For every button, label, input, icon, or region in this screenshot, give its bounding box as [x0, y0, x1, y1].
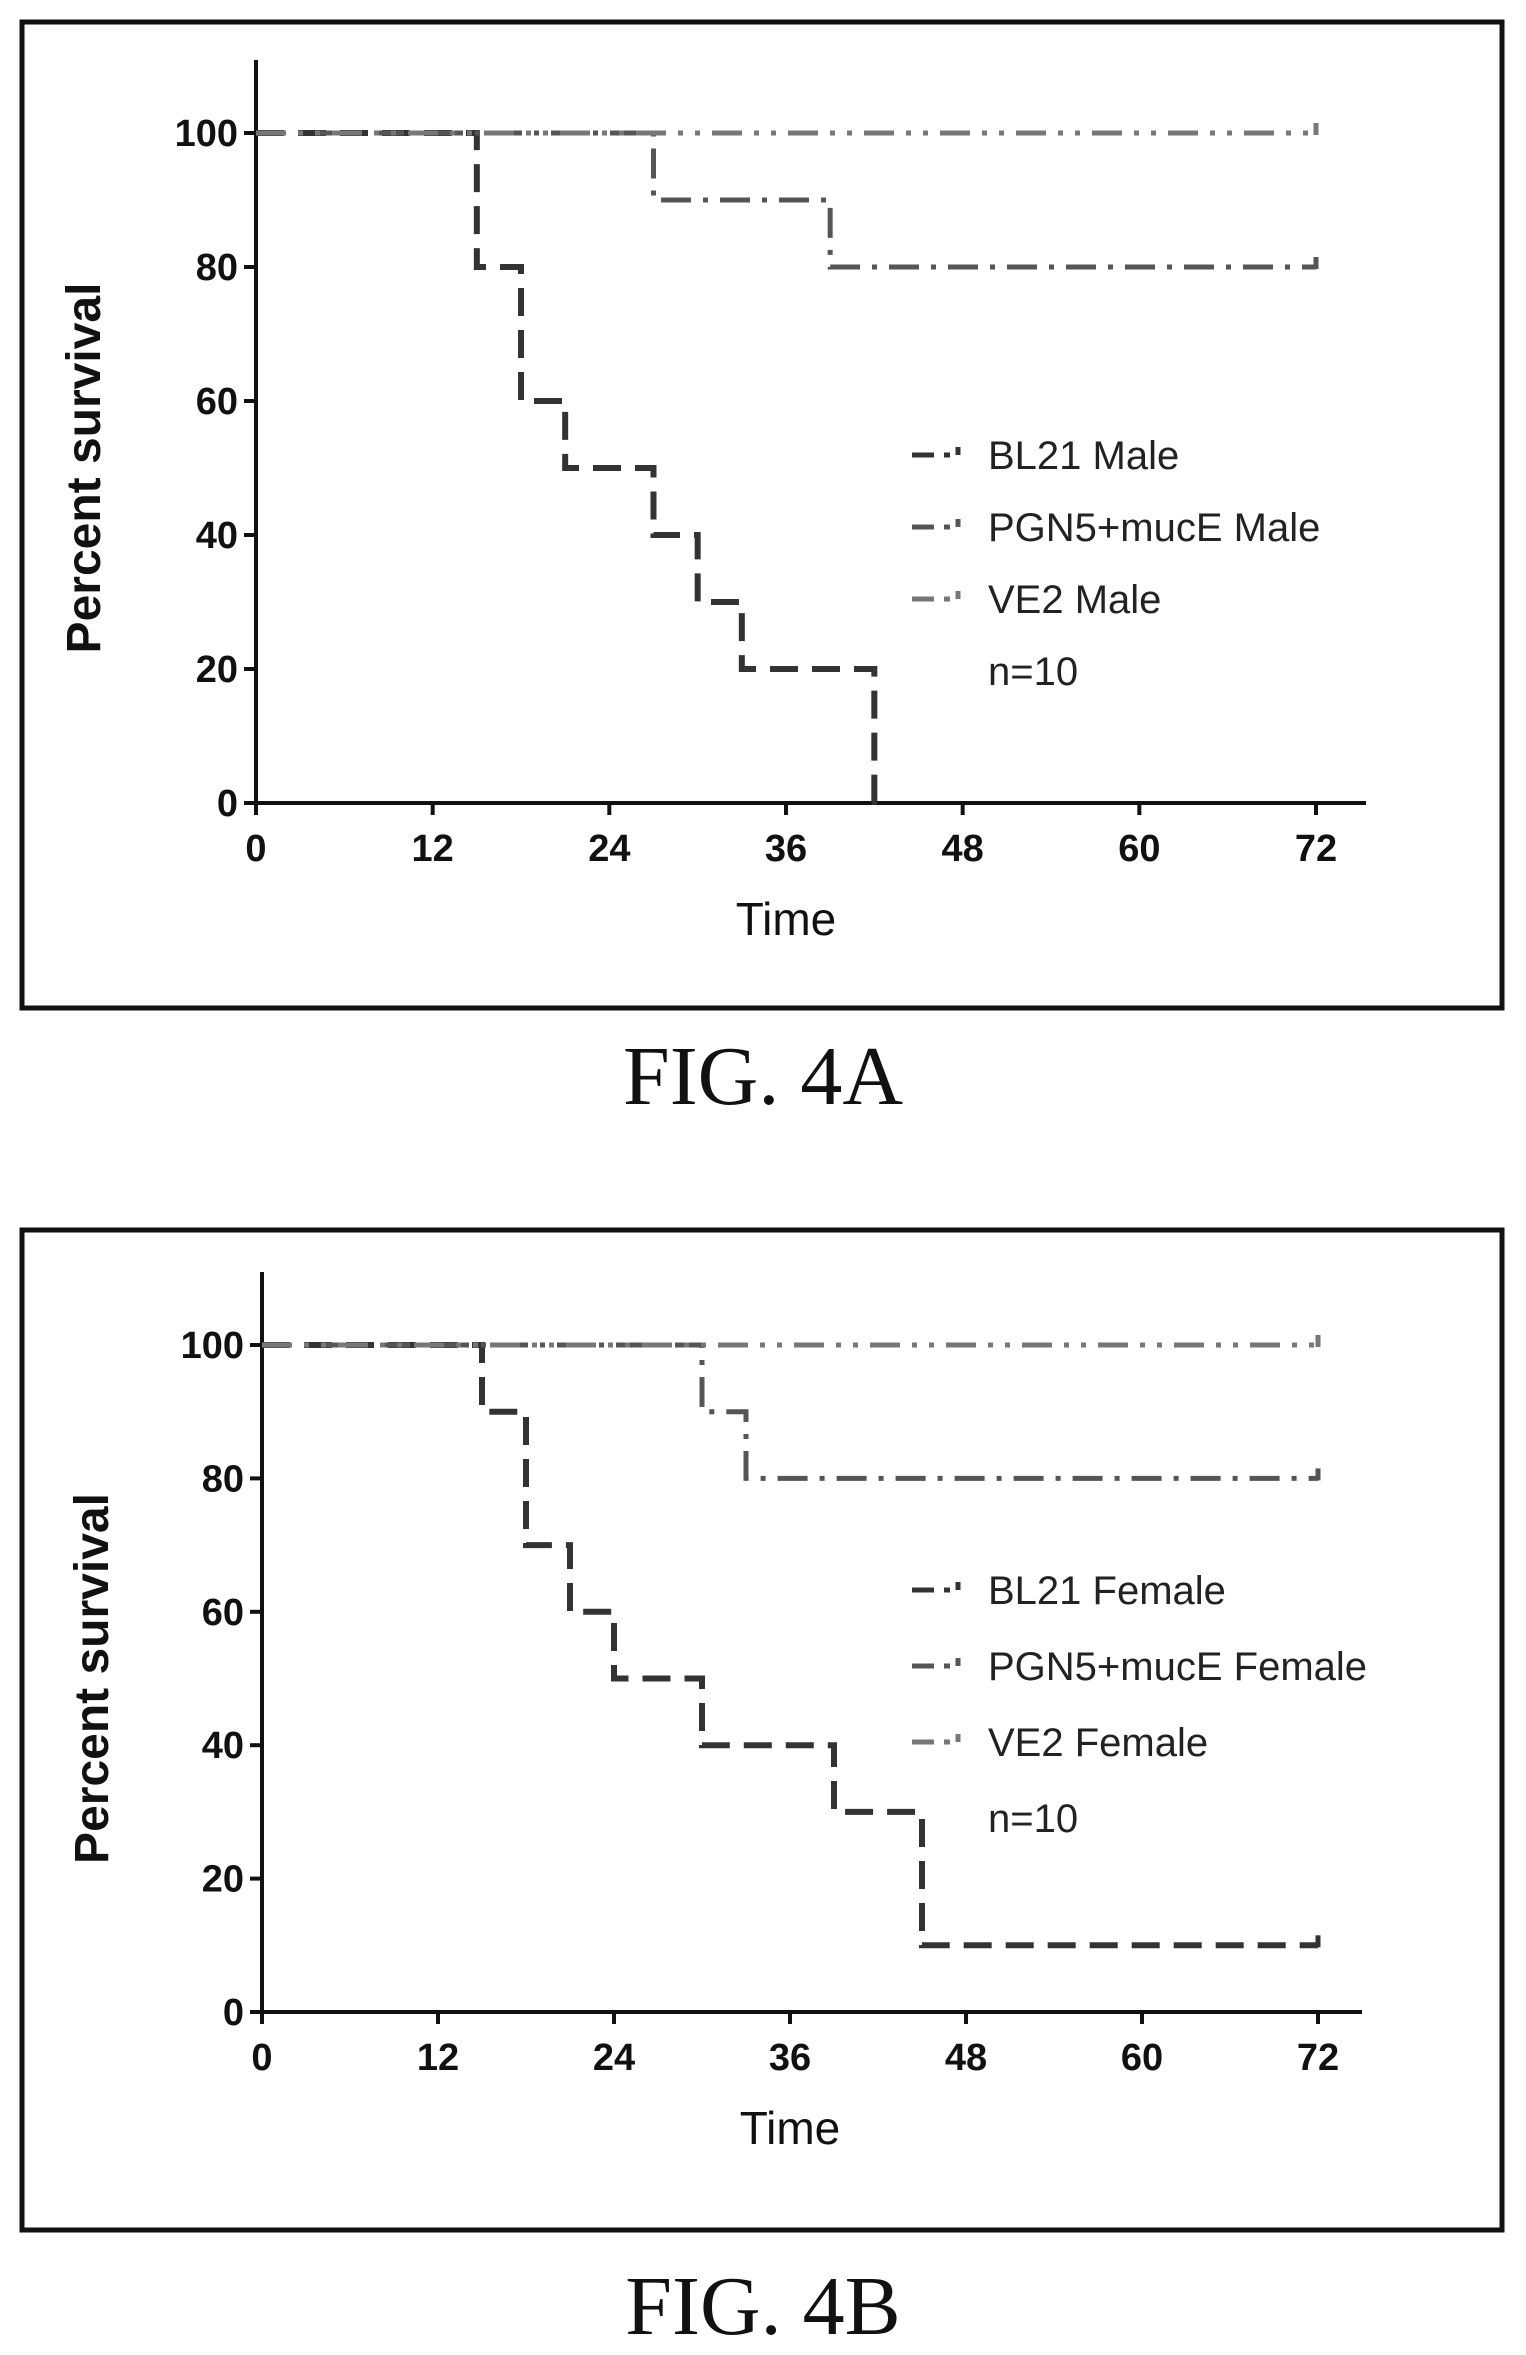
legend-entry-1: BL21 Male: [988, 434, 1179, 478]
survival-chart-4b: 0 20 40 60 80 100 0 12 24 36 48 60 72 Time Percent sur…: [19, 1227, 1505, 2233]
x-axis-label: Time: [736, 893, 837, 945]
legend-swatch-2: [912, 519, 961, 530]
legend-entry-2: PGN5+mucE Female: [988, 1645, 1367, 1689]
y-axis-label: Percent survival: [58, 283, 111, 654]
y-tick-label: 0: [217, 783, 238, 825]
figure-4a: 0 20 40 60 80 100 0 12 24 36 48 60 72 Time Percent sur…: [0, 0, 1526, 1150]
legend-swatch-2: [912, 1658, 961, 1669]
legend-swatch-3: [912, 591, 961, 602]
legend-entry-2: PGN5+mucE Male: [988, 506, 1320, 550]
x-tick-label: 0: [251, 2037, 272, 2079]
x-tick-label: 60: [1121, 2037, 1163, 2079]
x-tick-label: 48: [942, 828, 984, 870]
series-line-1: [262, 1342, 1318, 1949]
x-axis-label: Time: [740, 2102, 841, 2154]
y-tick-label: 100: [175, 113, 238, 155]
y-tick-label: 60: [202, 1592, 244, 1634]
series-line-2: [262, 1342, 1318, 1481]
chart-frame: [19, 19, 1505, 1011]
series-line-1: [256, 130, 878, 803]
x-tick-label: 60: [1118, 828, 1160, 870]
x-tick-label: 12: [412, 828, 454, 870]
x-tick-label: 48: [945, 2037, 987, 2079]
figure-4b: 0 20 40 60 80 100 0 12 24 36 48 60 72 Time Percent sur…: [0, 1190, 1526, 2353]
x-tick-label: 72: [1297, 2037, 1339, 2079]
x-tick-label: 36: [769, 2037, 811, 2079]
figure-caption-4b: FIG. 4B: [625, 2260, 901, 2353]
chart-frame: [19, 1227, 1505, 2233]
legend-swatch-1: [912, 1582, 961, 1593]
y-tick-label: 60: [196, 381, 238, 423]
legend-entry-3: VE2 Female: [988, 1721, 1208, 1765]
x-tick-label: 36: [765, 828, 807, 870]
y-axis-label: Percent survival: [66, 1493, 119, 1864]
survival-chart-4a: 0 20 40 60 80 100 0 12 24 36 48 60 72 Time Percent sur…: [19, 19, 1505, 1011]
series-line-2: [256, 130, 1316, 270]
y-tick-label: 20: [196, 649, 238, 691]
x-tick-label: 24: [593, 2037, 635, 2079]
legend-entry-1: BL21 Female: [988, 1569, 1226, 1613]
legend-note: n=10: [988, 1797, 1078, 1841]
y-tick-label: 40: [196, 515, 238, 557]
y-tick-label: 80: [196, 247, 238, 289]
x-tick-label: 72: [1295, 828, 1337, 870]
legend-note: n=10: [988, 650, 1078, 694]
x-tick-label: 0: [245, 828, 266, 870]
x-tick-label: 24: [588, 828, 630, 870]
legend-swatch-1: [912, 447, 961, 458]
legend-entry-3: VE2 Male: [988, 578, 1161, 622]
legend-swatch-3: [912, 1734, 961, 1745]
y-tick-label: 40: [202, 1725, 244, 1767]
x-tick-label: 12: [417, 2037, 459, 2079]
y-tick-label: 100: [181, 1325, 244, 1367]
y-tick-label: 0: [223, 1992, 244, 2034]
figure-caption-4a: FIG. 4A: [622, 1030, 903, 1123]
y-tick-label: 20: [202, 1859, 244, 1901]
y-tick-label: 80: [202, 1458, 244, 1500]
